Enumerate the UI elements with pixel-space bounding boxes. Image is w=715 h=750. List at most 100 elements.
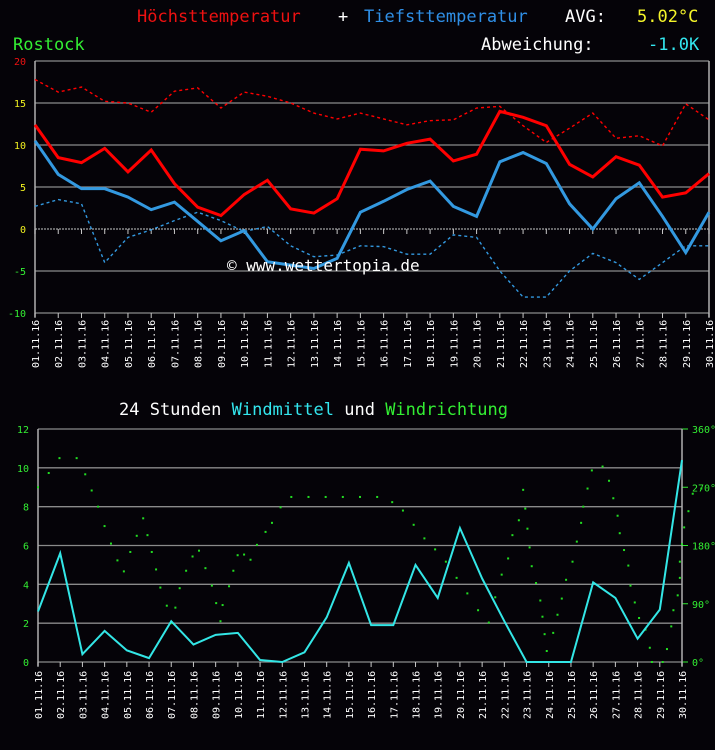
x-tick-label: 06.11.16 xyxy=(145,671,156,719)
direction-dot xyxy=(670,625,673,628)
direction-dot xyxy=(401,509,404,512)
direction-dot xyxy=(219,620,222,623)
direction-dot xyxy=(665,648,668,651)
direction-dot xyxy=(590,469,593,472)
x-tick-label: 14.11.16 xyxy=(333,320,344,368)
x-tick-label: 20.11.16 xyxy=(456,671,467,719)
x-tick-label: 07.11.16 xyxy=(170,320,181,368)
direction-dot xyxy=(243,553,246,556)
direction-dot xyxy=(556,613,559,616)
y-tick-label: -10 xyxy=(8,309,26,320)
direction-dot xyxy=(290,495,293,498)
direction-dot xyxy=(116,559,119,562)
direction-dot xyxy=(185,569,188,572)
y-tick-label: 6 xyxy=(23,542,29,553)
y-tick-label: 8 xyxy=(23,503,29,514)
avg-label: AVG: xyxy=(565,7,606,27)
x-tick-label: 16.11.16 xyxy=(367,671,378,719)
x-tick-label: 12.11.16 xyxy=(278,671,289,719)
x-tick-label: 19.11.16 xyxy=(434,671,445,719)
direction-dot xyxy=(627,564,630,567)
direction-dot xyxy=(391,501,394,504)
x-tick-label: 13.11.16 xyxy=(310,320,321,368)
direction-dot xyxy=(648,646,651,649)
direction-dot xyxy=(638,616,641,619)
direction-dot xyxy=(608,479,611,482)
direction-dot xyxy=(341,495,344,498)
direction-dot xyxy=(539,599,542,602)
x-tick-label: 03.11.16 xyxy=(77,320,88,368)
x-tick-label: 09.11.16 xyxy=(217,320,228,368)
direction-dot xyxy=(545,649,548,652)
wind-title-prefix: 24 Stunden xyxy=(119,400,222,420)
deviation-label: Abweichung: xyxy=(481,35,594,55)
x-tick-label: 29.11.16 xyxy=(656,671,667,719)
direction-dot xyxy=(37,486,39,489)
direction-dot xyxy=(97,505,100,508)
series-line-mean xyxy=(34,78,710,147)
x-tick-label: 18.11.16 xyxy=(426,320,437,368)
direction-dot xyxy=(232,569,235,572)
temperature-chart: 20 15 10 5 0 -5 -10 01.11.16 02.11.16 03.11.16 04.… xyxy=(8,57,715,368)
direction-dot xyxy=(221,604,224,607)
x-tick-label: 02.11.16 xyxy=(54,320,65,368)
direction-dot xyxy=(178,587,181,590)
x-tick-label: 25.11.16 xyxy=(589,320,600,368)
direction-dot xyxy=(612,497,615,500)
y2-tick-label: 90° xyxy=(692,600,710,611)
direction-dot xyxy=(109,542,112,545)
direction-dot xyxy=(683,526,686,529)
direction-dot xyxy=(255,543,258,546)
avg-value: 5.02°C xyxy=(637,7,699,27)
x-tick-label: 28.11.16 xyxy=(634,671,645,719)
x-tick-label: 22.11.16 xyxy=(519,320,530,368)
y2-tick-label: 360° xyxy=(692,425,715,436)
direction-dot xyxy=(477,609,480,612)
x-tick-label: 09.11.16 xyxy=(212,671,223,719)
direction-dot xyxy=(560,597,563,600)
direction-dot xyxy=(423,537,426,540)
y-tick-label: 10 xyxy=(14,141,26,152)
x-tick-label: 15.11.16 xyxy=(356,320,367,368)
x-tick-label: 21.11.16 xyxy=(496,320,507,368)
x-tick-label: 21.11.16 xyxy=(478,671,489,719)
direction-dot xyxy=(264,530,267,533)
direction-dot xyxy=(580,521,583,524)
x-tick-label: 11.11.16 xyxy=(256,671,267,719)
legend-high-label: Höchsttemperatur xyxy=(137,7,301,27)
direction-dot xyxy=(307,495,310,498)
direction-dot xyxy=(215,602,218,605)
y-tick-label: 12 xyxy=(17,425,29,436)
y-tick-label: -5 xyxy=(14,267,26,278)
direction-dot xyxy=(165,604,168,607)
direction-dot xyxy=(687,510,690,513)
y-tick-label: 15 xyxy=(14,99,26,110)
direction-dot xyxy=(204,567,207,570)
x-tick-label: 13.11.16 xyxy=(300,671,311,719)
direction-dot xyxy=(623,549,626,552)
x-tick-label: 29.11.16 xyxy=(682,320,693,368)
x-tick-label: 23.11.16 xyxy=(542,320,553,368)
direction-dot xyxy=(359,495,361,498)
x-tick-label: 01.11.16 xyxy=(31,320,42,368)
legend-plus: + xyxy=(338,7,349,27)
x-tick-label: 20.11.16 xyxy=(473,320,484,368)
direction-dot xyxy=(700,487,703,490)
y2-tick-label: 180° xyxy=(692,542,715,553)
wind-line xyxy=(37,459,683,664)
direction-dot xyxy=(650,661,653,663)
direction-dot xyxy=(681,543,683,546)
x-tick-label: 04.11.16 xyxy=(101,320,112,368)
y-tick-label: 0 xyxy=(20,225,26,236)
direction-dot xyxy=(444,560,447,563)
direction-dot xyxy=(618,532,621,535)
direction-dot xyxy=(672,609,675,612)
direction-dot xyxy=(324,495,327,498)
direction-dot xyxy=(103,525,106,528)
wind-title: 24 Stunden Windmittel und Windrichtung xyxy=(119,400,508,420)
deviation-value: -1.0K xyxy=(648,35,700,55)
y2-tick-label: 0° xyxy=(692,658,704,669)
direction-dot xyxy=(249,558,252,561)
direction-dot xyxy=(236,554,239,557)
direction-dot xyxy=(210,584,213,587)
